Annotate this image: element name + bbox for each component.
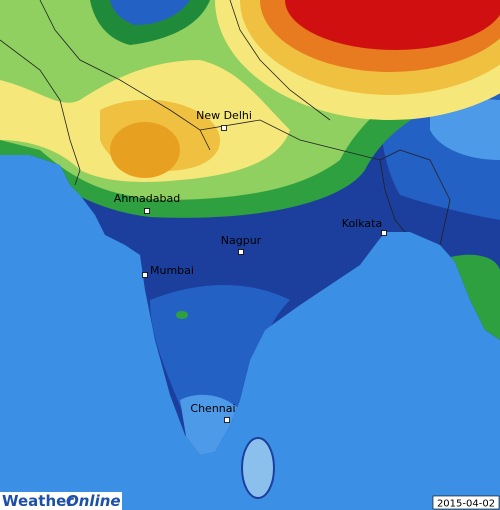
city-marker — [221, 125, 227, 131]
city-label: Nagpur — [221, 234, 262, 247]
date-box — [432, 495, 500, 510]
borders — [0, 0, 451, 246]
date: 2015-04-02 — [437, 499, 495, 510]
city-marker — [142, 272, 148, 278]
sri-lanka — [241, 437, 275, 499]
logo-box — [0, 492, 122, 510]
city-marker — [144, 208, 150, 214]
city-label: Mumbai — [150, 264, 194, 277]
cities: New Delhi Ahmadabad Nagpur Kolkata Mumbai Che… — [114, 109, 387, 423]
city-label: Ahmadabad — [114, 192, 180, 205]
logo-online: Online — [66, 492, 121, 510]
city-marker — [238, 249, 244, 255]
city-marker — [381, 230, 387, 236]
city-marker — [224, 417, 230, 423]
city-label: New Delhi — [196, 109, 252, 122]
logo-weather: Weather — [2, 492, 74, 510]
city-label: Chennai — [190, 402, 235, 415]
city-label: Kolkata — [342, 217, 382, 230]
